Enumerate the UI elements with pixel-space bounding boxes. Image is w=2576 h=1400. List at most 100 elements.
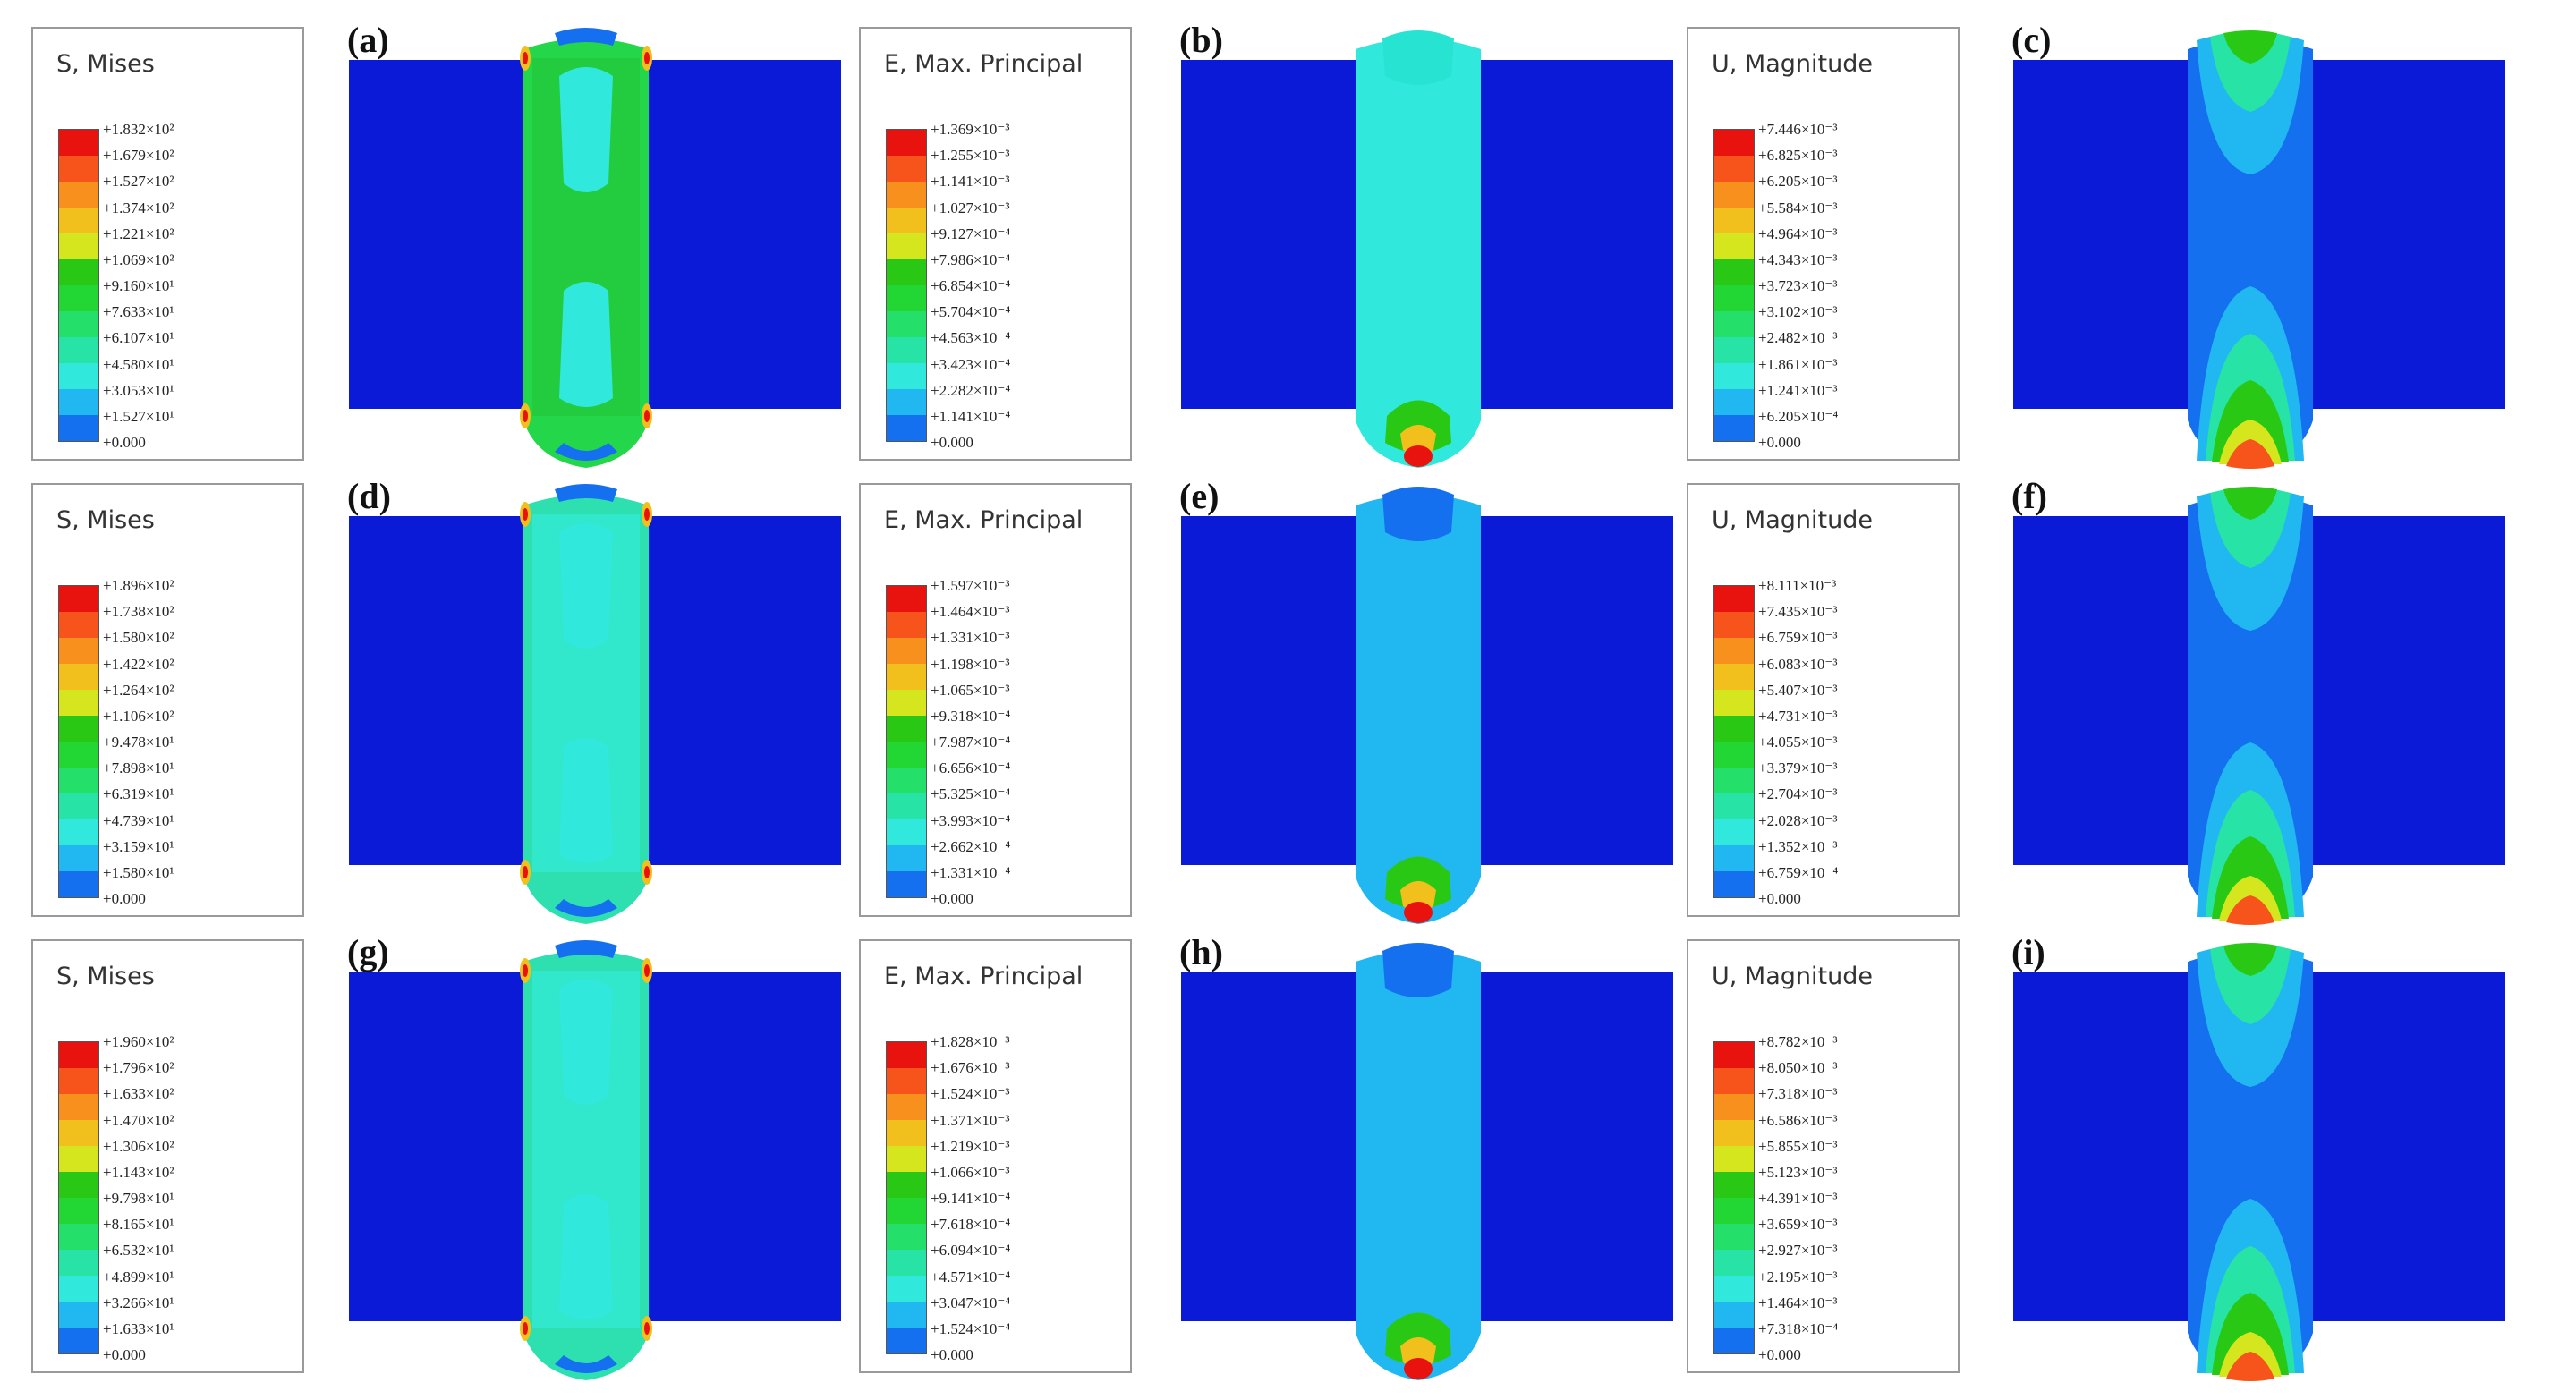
legend-title: E, Max. Principal bbox=[884, 50, 1084, 78]
color-swatch bbox=[59, 793, 98, 819]
legend-tick-label: +1.369×10⁻³ bbox=[931, 121, 1010, 138]
legend-tick-label: +2.282×10⁻⁴ bbox=[931, 381, 1011, 399]
legend-tick-label: +1.198×10⁻³ bbox=[931, 655, 1010, 673]
contour-plot bbox=[2013, 487, 2505, 925]
color-swatch bbox=[1714, 130, 1754, 156]
color-swatch bbox=[59, 845, 98, 871]
color-swatch bbox=[59, 612, 98, 638]
legend-tick-label: +3.053×10¹ bbox=[103, 381, 174, 399]
panel-label: (h) bbox=[1179, 932, 1223, 972]
strain-root-band bbox=[1400, 881, 1436, 912]
color-swatch bbox=[59, 208, 98, 233]
color-swatch bbox=[1714, 819, 1754, 845]
legend-tick-label: +6.083×10⁻³ bbox=[1758, 655, 1838, 673]
displacement-legend: U, Magnitude +8.111×10⁻³ +7.435×10⁻³ +6.759… bbox=[1687, 483, 1960, 917]
color-swatch bbox=[59, 1198, 98, 1224]
color-swatch bbox=[59, 1120, 98, 1146]
legend-tick-label: +7.633×10¹ bbox=[103, 303, 174, 321]
stress-zone-top bbox=[559, 523, 613, 649]
panel-label: (i) bbox=[2011, 932, 2045, 972]
legend-tick-label: +5.855×10⁻³ bbox=[1758, 1137, 1838, 1155]
displacement-band-top bbox=[2210, 31, 2291, 112]
legend-tick-label: +5.123×10⁻³ bbox=[1758, 1163, 1838, 1181]
color-scale-bar bbox=[58, 129, 99, 442]
strain-root-peak bbox=[1404, 1358, 1433, 1379]
crown-top bbox=[555, 484, 617, 502]
stress-legend: S, Mises +1.896×10² +1.738×10² +1.580×10² +1… bbox=[31, 483, 304, 917]
legend-tick-label: +1.066×10⁻³ bbox=[931, 1163, 1010, 1181]
legend-tick-label: +1.896×10² bbox=[103, 577, 174, 594]
legend-tick-label: +1.524×10⁻⁴ bbox=[931, 1319, 1011, 1337]
color-swatch bbox=[1714, 793, 1754, 819]
color-swatch bbox=[1714, 612, 1754, 638]
displacement-band-top bbox=[2223, 487, 2277, 520]
color-swatch bbox=[887, 233, 926, 259]
legend-tick-label: +0.000 bbox=[103, 890, 146, 907]
color-swatch bbox=[59, 586, 98, 612]
legend-tick-label: +8.165×10¹ bbox=[103, 1216, 174, 1234]
legend-tick-label: +1.422×10² bbox=[103, 655, 174, 673]
color-swatch bbox=[887, 415, 926, 441]
stress-hotspot-core bbox=[523, 410, 528, 422]
legend-tick-label: +1.331×10⁻³ bbox=[931, 629, 1010, 647]
color-swatch bbox=[887, 285, 926, 311]
color-swatch bbox=[59, 819, 98, 845]
legend-tick-label: +4.391×10⁻³ bbox=[1758, 1190, 1838, 1207]
legend-tick-label: +1.580×10² bbox=[103, 629, 174, 647]
stress-hotspot-core bbox=[523, 1322, 528, 1335]
panel-label: (g) bbox=[347, 932, 389, 972]
legend-tick-label: +5.325×10⁻⁴ bbox=[931, 785, 1011, 803]
color-swatch bbox=[59, 1276, 98, 1302]
color-swatch bbox=[887, 690, 926, 716]
displacement-contour-panel: (c) bbox=[2004, 20, 2514, 479]
legend-tick-label: +4.343×10⁻³ bbox=[1758, 250, 1838, 268]
legend-tick-label: +1.524×10⁻³ bbox=[931, 1085, 1010, 1103]
legend-tick-label: +3.159×10¹ bbox=[103, 837, 174, 855]
color-swatch bbox=[59, 311, 98, 337]
stress-contour-panel: (d) bbox=[340, 476, 850, 935]
color-scale-bar bbox=[886, 129, 927, 442]
legend-tick-label: +1.221×10² bbox=[103, 225, 174, 242]
color-swatch bbox=[887, 1172, 926, 1198]
legend-tick-label: +2.195×10⁻³ bbox=[1758, 1268, 1838, 1285]
legend-tick-label: +4.964×10⁻³ bbox=[1758, 225, 1838, 242]
color-scale-bar bbox=[1713, 1041, 1755, 1354]
color-swatch bbox=[887, 1328, 926, 1353]
strain-legend: E, Max. Principal +1.828×10⁻³ +1.676×10⁻³ +… bbox=[859, 939, 1132, 1373]
stress-hotspot-core bbox=[644, 410, 650, 422]
color-swatch bbox=[1714, 1146, 1754, 1172]
legend-title: U, Magnitude bbox=[1712, 963, 1873, 990]
strain-contour-panel: (b) bbox=[1172, 20, 1682, 479]
legend-tick-label: +1.464×10⁻³ bbox=[1758, 1294, 1838, 1311]
legend-tick-label: +2.704×10⁻³ bbox=[1758, 785, 1838, 803]
color-swatch bbox=[1714, 1042, 1754, 1068]
color-swatch bbox=[887, 871, 926, 897]
color-swatch bbox=[887, 156, 926, 182]
color-swatch bbox=[887, 1250, 926, 1276]
legend-tick-label: +1.141×10⁻³ bbox=[931, 173, 1010, 191]
color-swatch bbox=[1714, 586, 1754, 612]
legend-tick-label: +3.423×10⁻⁴ bbox=[931, 355, 1011, 373]
color-swatch bbox=[59, 690, 98, 716]
color-swatch bbox=[887, 1276, 926, 1302]
legend-tick-label: +6.825×10⁻³ bbox=[1758, 147, 1838, 165]
color-swatch bbox=[887, 1094, 926, 1120]
legend-tick-label: +1.106×10² bbox=[103, 707, 174, 725]
color-swatch bbox=[887, 612, 926, 638]
legend-tick-label: +1.241×10⁻³ bbox=[1758, 381, 1838, 399]
color-swatch bbox=[1714, 311, 1754, 337]
legend-tick-label: +2.927×10⁻³ bbox=[1758, 1242, 1838, 1260]
color-swatch bbox=[59, 182, 98, 208]
color-swatch bbox=[887, 1224, 926, 1250]
stress-zone-top bbox=[559, 67, 613, 192]
color-swatch bbox=[887, 638, 926, 664]
weld-bead bbox=[1356, 38, 1481, 468]
weld-core bbox=[532, 58, 640, 416]
legend-tick-label: +1.633×10² bbox=[103, 1085, 174, 1103]
legend-title: S, Mises bbox=[56, 50, 155, 78]
color-scale-bar bbox=[1713, 585, 1755, 898]
displacement-band-top bbox=[2223, 30, 2277, 64]
color-swatch bbox=[1714, 638, 1754, 664]
legend-tick-label: +1.374×10² bbox=[103, 199, 174, 216]
